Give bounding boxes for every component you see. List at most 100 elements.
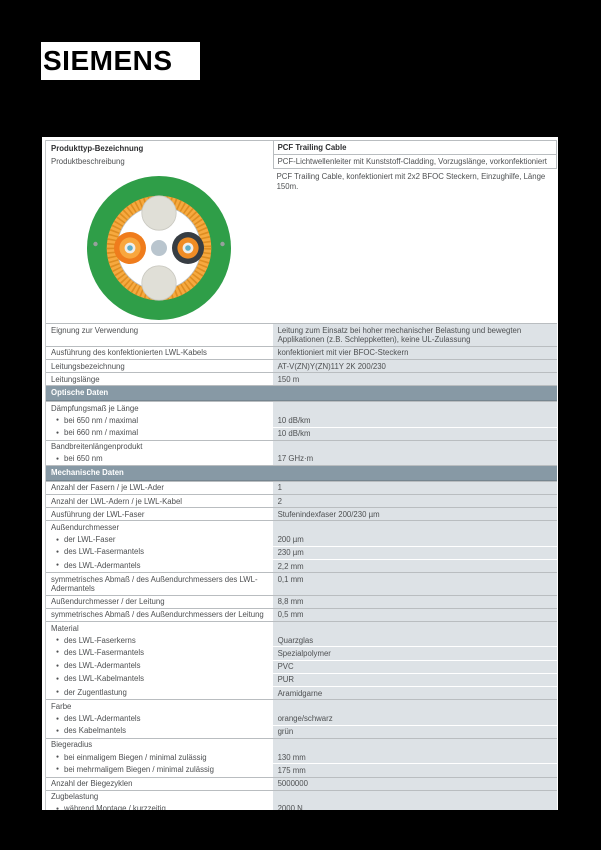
spec-row: Material bbox=[46, 621, 557, 635]
product-header-labels: Produkttyp-Bezeichnung Produktbeschreibu… bbox=[46, 140, 273, 323]
spec-value: 175 mm bbox=[272, 763, 557, 777]
spec-row: bei einmaligem Biegen / minimal zulässig… bbox=[46, 751, 557, 764]
spec-value: grün bbox=[272, 724, 557, 738]
jacket-marker-dot-left bbox=[93, 242, 98, 247]
spec-value bbox=[272, 521, 557, 534]
spec-row: symmetrisches Abmaß / des Außendurchmess… bbox=[46, 572, 557, 595]
datasheet-page: Produkttyp-Bezeichnung Produktbeschreibu… bbox=[42, 137, 558, 810]
spec-row: Farbe bbox=[46, 699, 557, 713]
product-header: Produkttyp-Bezeichnung Produktbeschreibu… bbox=[46, 140, 557, 323]
spec-label: Eignung zur Verwendung bbox=[51, 325, 139, 335]
spec-value: PUR bbox=[272, 672, 557, 687]
spec-rows: Eignung zur Verwendung Leitung zum Einsat… bbox=[46, 323, 557, 810]
spec-value: Stufenindexfaser 200/230 µm bbox=[272, 508, 557, 521]
spec-label: des LWL-Adermantels bbox=[46, 713, 273, 725]
spec-label: des Kabelmantels bbox=[46, 725, 273, 738]
spec-value: 8,8 mm bbox=[272, 595, 557, 608]
spec-label: während Montage / kurzzeitig bbox=[46, 803, 273, 810]
spec-label: Ausführung der LWL-Faser bbox=[51, 509, 145, 519]
section-header: Optische Daten bbox=[46, 385, 557, 402]
spec-label: bei einmaligem Biegen / minimal zulässig bbox=[46, 751, 273, 763]
spec-label: bei 660 nm / maximal bbox=[46, 427, 273, 440]
spec-label: des LWL-Faserkerns bbox=[46, 634, 273, 646]
spec-label: des LWL-Fasermantels bbox=[46, 546, 273, 559]
spec-label: bei 650 nm / maximal bbox=[46, 414, 273, 426]
spec-value: Quarzglas bbox=[272, 634, 557, 647]
siemens-logo: SIEMENS bbox=[41, 42, 200, 80]
spec-value: 150 m bbox=[272, 373, 557, 386]
spec-label: des LWL-Fasermantels bbox=[46, 646, 273, 659]
spec-value: Spezialpolymer bbox=[272, 646, 557, 660]
section-header: Mechanische Daten bbox=[46, 465, 557, 481]
spec-value: 10 dB/km bbox=[272, 426, 557, 440]
product-type-value: PCF Trailing Cable bbox=[272, 140, 557, 156]
spec-value: Aramidgarne bbox=[272, 686, 557, 700]
spec-row: Leitungsbezeichnung AT-V(ZN)Y(ZN)11Y 2K 2… bbox=[46, 359, 557, 373]
spec-value: 17 GHz·m bbox=[272, 452, 557, 466]
spec-label: Bandbreitenlängenprodukt bbox=[51, 442, 143, 452]
spec-value: 200 µm bbox=[272, 533, 557, 546]
filler-top bbox=[141, 195, 177, 232]
spec-row: Dämpfungsmaß je Länge bbox=[46, 401, 557, 415]
spec-label: Ausführung des konfektionierten LWL-Kabe… bbox=[51, 348, 207, 358]
spec-label: Leitungsbezeichnung bbox=[51, 361, 125, 371]
spec-label: der Zugentlastung bbox=[46, 686, 273, 699]
product-type-label: Produkttyp-Bezeichnung bbox=[51, 143, 144, 153]
central-element bbox=[151, 240, 167, 257]
spec-value: 2 bbox=[272, 495, 557, 508]
siemens-logo-text: SIEMENS bbox=[43, 45, 173, 76]
spec-value bbox=[272, 440, 557, 453]
spec-row: Eignung zur Verwendung Leitung zum Einsat… bbox=[46, 323, 557, 346]
product-description-value-2: PCF Trailing Cable, konfektioniert mit 2… bbox=[276, 172, 546, 191]
spec-value bbox=[272, 622, 557, 635]
spec-label: Anzahl der Biegezyklen bbox=[51, 779, 133, 789]
spec-value: 5000000 bbox=[272, 777, 557, 790]
spec-value: PVC bbox=[272, 659, 557, 673]
spec-value: konfektioniert mit vier BFOC-Steckern bbox=[272, 346, 557, 360]
spec-value: Leitung zum Einsatz bei hoher mechanisch… bbox=[272, 324, 557, 346]
spec-value: AT-V(ZN)Y(ZN)11Y 2K 200/230 bbox=[272, 360, 557, 373]
spec-value: 0,1 mm bbox=[272, 573, 557, 595]
spec-row: Anzahl der LWL-Adern / je LWL-Kabel 2 bbox=[46, 494, 557, 508]
spec-value bbox=[272, 402, 557, 415]
spec-row: Ausführung der LWL-Faser Stufenindexfaser… bbox=[46, 507, 557, 521]
spec-value: 230 µm bbox=[272, 545, 557, 560]
spec-row: Zugbelastung bbox=[46, 789, 557, 803]
spec-value: 130 mm bbox=[272, 751, 557, 764]
spec-label: Farbe bbox=[51, 701, 72, 711]
spec-label: Anzahl der Fasern / je LWL-Ader bbox=[51, 483, 164, 493]
product-description-value-1: PCF-Lichtwellenleiter mit Kunststoff-Cla… bbox=[272, 155, 557, 170]
product-header-values: PCF Trailing Cable PCF-Lichtwellenleiter… bbox=[272, 140, 557, 323]
spec-row: Biegeradius bbox=[46, 737, 557, 752]
spec-table: Produkttyp-Bezeichnung Produktbeschreibu… bbox=[45, 140, 557, 810]
spec-row: Anzahl der Biegezyklen 5000000 bbox=[46, 776, 557, 790]
filler-bottom bbox=[141, 265, 177, 302]
spec-label: Biegeradius bbox=[51, 740, 93, 750]
spec-label: Dämpfungsmaß je Länge bbox=[51, 403, 139, 413]
spec-value: 0,5 mm bbox=[272, 608, 557, 622]
spec-label: des LWL-Adermantels bbox=[46, 660, 273, 673]
spec-label: Außendurchmesser bbox=[51, 522, 120, 532]
spec-label: bei 650 nm bbox=[46, 453, 273, 465]
spec-row: Außendurchmesser bbox=[46, 520, 557, 534]
spec-label: des LWL-Adermantels bbox=[46, 559, 273, 572]
spec-value: 2,2 mm bbox=[272, 559, 557, 573]
spec-value bbox=[272, 790, 557, 803]
fiber-orange bbox=[114, 232, 146, 265]
spec-row: symmetrisches Abmaß / des Außendurchmess… bbox=[46, 607, 557, 622]
spec-value: orange/schwarz bbox=[272, 712, 557, 725]
spec-row: Außendurchmesser / der Leitung 8,8 mm bbox=[46, 594, 557, 608]
spec-value bbox=[272, 738, 557, 752]
